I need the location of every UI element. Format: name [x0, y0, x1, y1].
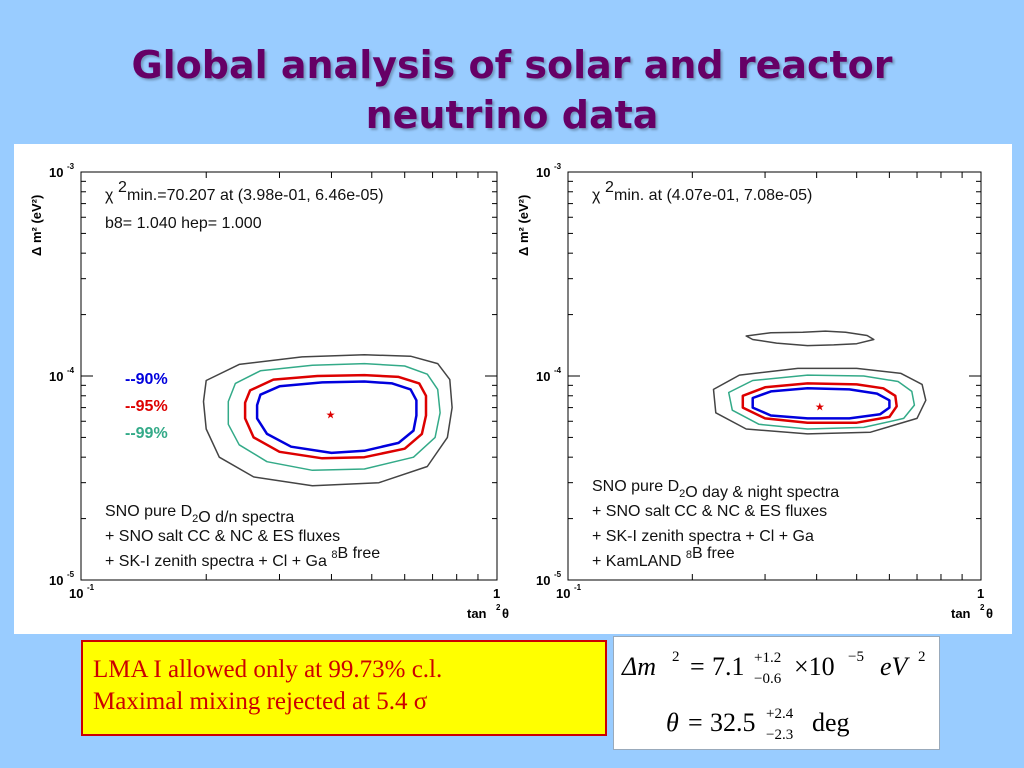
- x-tick-exponent: -1: [574, 583, 582, 592]
- title-line-1: Global analysis of solar and reactor: [131, 43, 893, 87]
- legend-item: --95%: [125, 398, 168, 415]
- dataset-line-segment: O d/n spectra: [198, 509, 294, 526]
- best-fit-star: ★: [326, 409, 336, 422]
- chi2-superscript: 2: [118, 179, 127, 196]
- contour-99%: [727, 374, 916, 430]
- x-axis-label: tan: [467, 606, 487, 621]
- dm2-symbol: Δm: [621, 652, 656, 681]
- contour-90%: [751, 387, 891, 420]
- y-tick-exponent: -3: [67, 162, 75, 171]
- dataset-line-segment: 2: [192, 513, 198, 525]
- conclusion-line-2: Maximal mixing rejected at 5.4 σ: [93, 688, 428, 715]
- dataset-line: + SNO salt CC & NC & ES fluxes: [592, 503, 827, 520]
- y-axis-label: Δ m² (eV²): [516, 195, 531, 256]
- y-tick-exponent: -4: [67, 366, 75, 375]
- y-tick-label: 10: [536, 369, 550, 384]
- dm2-error-down: −0.6: [754, 671, 782, 687]
- y-tick-label: 10: [536, 573, 550, 588]
- dataset-line-segment: + KamLAND: [592, 553, 686, 570]
- dataset-line: + SK-I zenith spectra + Cl + Ga 8B free: [105, 545, 380, 570]
- y-tick-exponent: -3: [554, 162, 562, 171]
- x-tick-exponent: -1: [87, 583, 95, 592]
- dataset-line-segment: SNO pure D: [592, 478, 679, 495]
- dataset-line-segment: SNO pure D: [105, 503, 192, 520]
- dm2-value: 7.1: [712, 652, 745, 681]
- plots-panel: 10 -3 10 -4 10 -5 10 -1 1 tan 2 θ Δ m² (eV²) ★ χ 2 min.…: [14, 144, 1012, 634]
- y-axis-label: Δ m² (eV²): [29, 195, 44, 256]
- dataset-line-segment: 2: [679, 488, 685, 500]
- chi2-text: min.=70.207 at (3.98e-01, 6.46e-05): [127, 187, 384, 204]
- dataset-line: SNO pure D2O d/n spectra: [105, 503, 294, 526]
- slide-title: Global analysis of solar and reactor neu…: [0, 40, 1024, 140]
- theta-equals: =: [688, 708, 703, 737]
- dataset-line: + KamLAND 8B free: [592, 545, 735, 570]
- dm2-error-up: +1.2: [754, 650, 781, 666]
- fit-parameters-equations: Δm 2 = 7.1 +1.2 −0.6 ×10 −5 eV 2 θ = 32.…: [621, 649, 926, 743]
- contour-outer-island: [745, 330, 875, 347]
- title-line-2: neutrino data: [365, 93, 659, 137]
- dm2-symbol-sup: 2: [672, 649, 680, 665]
- x-axis-label-theta: θ: [986, 606, 993, 621]
- legend-item: --99%: [125, 425, 168, 442]
- contour-95%: [243, 373, 428, 460]
- y-tick-exponent: -5: [554, 570, 562, 579]
- y-tick-label: 10: [536, 165, 550, 180]
- dm2-unit-sup: 2: [918, 649, 926, 665]
- x-axis-label-theta: θ: [502, 606, 509, 621]
- fit-parameters-box: Δm 2 = 7.1 +1.2 −0.6 ×10 −5 eV 2 θ = 32.…: [613, 636, 940, 750]
- conclusion-line-1: LMA I allowed only at 99.73% c.l.: [93, 656, 443, 683]
- x-axis-label: tan: [951, 606, 971, 621]
- dataset-line-segment: + SNO salt CC & NC & ES fluxes: [592, 503, 827, 520]
- dataset-line-segment: + SK-I zenith spectra + Cl + Ga: [105, 553, 331, 570]
- contour-99%: [227, 362, 441, 472]
- dataset-line: SNO pure D2O day & night spectra: [592, 478, 839, 501]
- contour-90%: [255, 380, 418, 455]
- y-tick-label: 10: [49, 369, 63, 384]
- y-tick-exponent: -5: [67, 570, 75, 579]
- dm2-unit: eV: [880, 652, 911, 681]
- theta-value: 32.5: [710, 708, 756, 737]
- legend-item: --90%: [125, 371, 168, 388]
- x-tick-label: 10: [69, 586, 83, 601]
- x-tick-label: 10: [556, 586, 570, 601]
- x-tick-label: 1: [493, 586, 500, 601]
- contour-outer: [712, 367, 927, 435]
- dataset-line: + SK-I zenith spectra + Cl + Ga: [592, 528, 814, 545]
- chi2-symbol: χ: [105, 187, 114, 204]
- dataset-line: + SNO salt CC & NC & ES fluxes: [105, 528, 340, 545]
- dataset-line-segment: 8: [331, 549, 337, 561]
- dm2-exponent: −5: [848, 649, 864, 665]
- theta-symbol: θ: [666, 708, 679, 737]
- dm2-times-ten: ×10: [794, 652, 835, 681]
- contour-outer: [202, 354, 453, 487]
- theta-equation: θ = 32.5 +2.4 −2.3 deg: [666, 706, 850, 743]
- fit-info-text: b8= 1.040 hep= 1.000: [105, 215, 262, 232]
- dataset-line-segment: + SK-I zenith spectra + Cl + Ga: [592, 528, 814, 545]
- y-tick-label: 10: [49, 573, 63, 588]
- theta-error-up: +2.4: [766, 706, 794, 722]
- x-axis-label-sup: 2: [496, 603, 501, 612]
- best-fit-star: ★: [815, 401, 825, 414]
- dataset-line-segment: B free: [692, 545, 735, 562]
- dm2-equation: Δm 2 = 7.1 +1.2 −0.6 ×10 −5 eV 2: [621, 649, 926, 687]
- dataset-line-segment: B free: [337, 545, 380, 562]
- y-tick-label: 10: [49, 165, 63, 180]
- x-tick-label: 1: [977, 586, 984, 601]
- dataset-line-segment: 8: [686, 549, 692, 561]
- chi2-text: min. at (4.07e-01, 7.08e-05): [614, 187, 812, 204]
- contour-95%: [741, 382, 898, 424]
- chi2-superscript: 2: [605, 179, 614, 196]
- dataset-line-segment: + SNO salt CC & NC & ES fluxes: [105, 528, 340, 545]
- conclusion-box: LMA I allowed only at 99.73% c.l. Maxima…: [81, 640, 607, 736]
- y-tick-exponent: -4: [554, 366, 562, 375]
- dataset-line-segment: O day & night spectra: [685, 484, 839, 501]
- theta-error-down: −2.3: [766, 727, 793, 743]
- theta-unit: deg: [812, 708, 850, 737]
- dm2-equals: =: [690, 652, 705, 681]
- x-axis-label-sup: 2: [980, 603, 985, 612]
- chi2-symbol: χ: [592, 187, 601, 204]
